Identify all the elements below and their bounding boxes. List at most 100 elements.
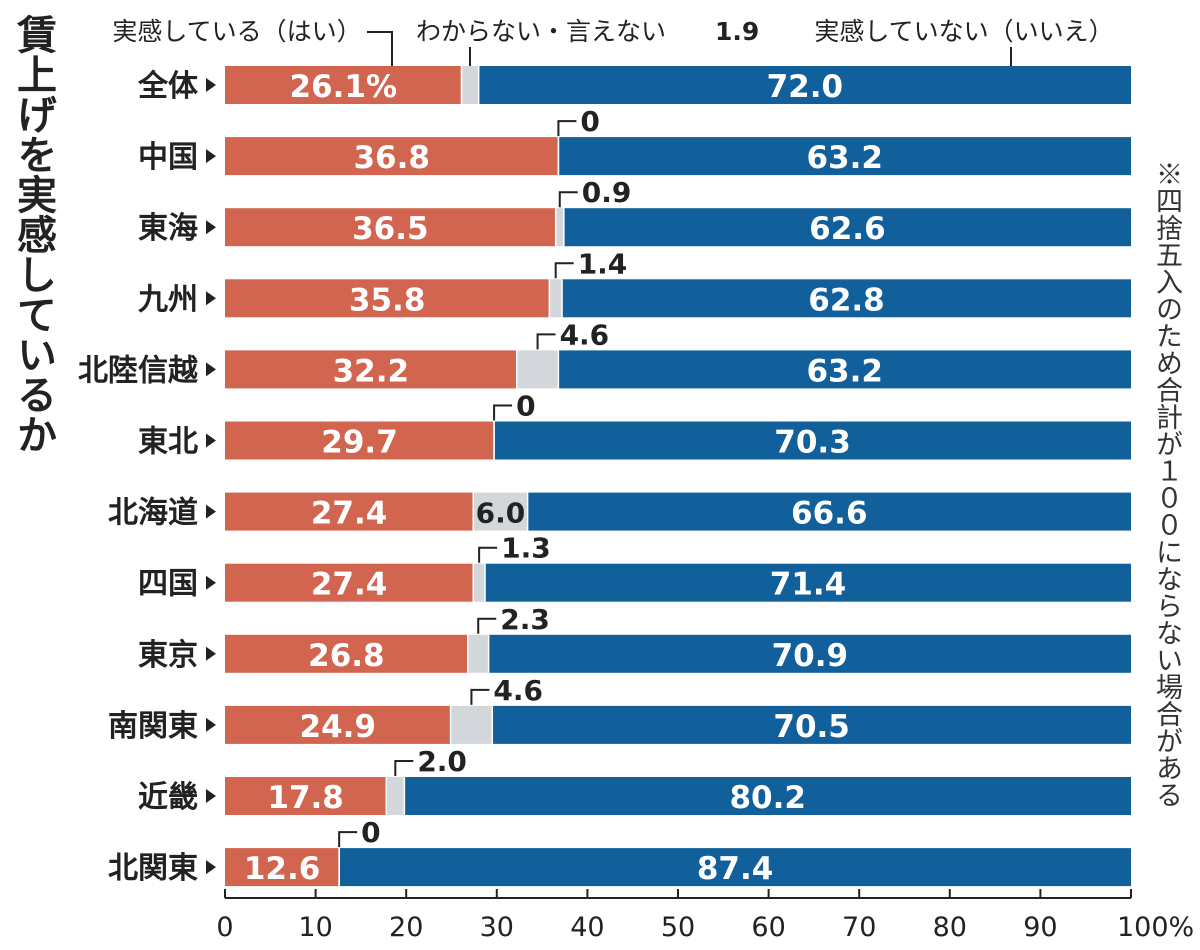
bar-yes — [225, 279, 550, 318]
category-arrow-icon — [206, 149, 216, 164]
legend-label-unsure: わからない・言えない — [416, 17, 666, 46]
category-arrow-icon — [206, 789, 216, 803]
x-tick-label: 10 — [298, 912, 332, 943]
leader-line-unsure — [470, 688, 490, 705]
bar-yes — [225, 137, 559, 176]
leader-line-unsure — [558, 191, 578, 208]
bar-no — [339, 848, 1131, 887]
category-arrow-icon — [206, 717, 216, 732]
category-label: 近畿 — [138, 780, 198, 815]
value-label-yes: 12.6 — [244, 851, 321, 887]
bar-unsure — [473, 563, 486, 602]
bar-yes — [225, 634, 468, 673]
value-label-no: 87.4 — [697, 851, 774, 887]
x-tick-label: 90 — [1023, 912, 1057, 943]
category-label: 北陸信越 — [78, 353, 199, 388]
x-tick-label: 80 — [933, 912, 967, 943]
value-label-no: 63.2 — [806, 140, 883, 176]
leader-line-unsure — [554, 262, 574, 279]
value-label-no: 63.2 — [806, 353, 883, 389]
bar-unsure — [473, 492, 528, 531]
value-label-no: 66.6 — [791, 496, 868, 532]
category-arrow-icon — [206, 78, 216, 92]
bar-unsure — [450, 705, 493, 744]
value-label-yes: 29.7 — [321, 425, 398, 461]
category-label: 全体 — [137, 69, 199, 104]
bar-yes — [225, 848, 340, 887]
x-tick-label: 60 — [751, 912, 785, 943]
value-label-unsure: 6.0 — [476, 497, 526, 530]
bar-no — [478, 66, 1131, 104]
category-arrow-icon — [206, 504, 216, 519]
bar-no — [492, 705, 1131, 744]
category-label: 東海 — [138, 211, 198, 246]
bar-yes — [225, 563, 474, 602]
value-label-unsure: 1.4 — [578, 247, 628, 280]
bar-no — [562, 279, 1131, 318]
bar-yes — [225, 66, 462, 104]
value-label-unsure: 0 — [580, 105, 599, 138]
value-label-yes: 26.8 — [308, 638, 385, 674]
category-arrow-icon — [206, 860, 216, 875]
bar-no — [404, 777, 1131, 815]
x-tick-label: 30 — [480, 912, 514, 943]
value-label-yes: 27.4 — [311, 567, 388, 603]
value-label-yes: 17.8 — [267, 780, 344, 816]
bar-yes — [225, 208, 556, 247]
leader-line-unsure — [536, 333, 556, 350]
x-tick-label: 20 — [389, 912, 423, 943]
value-label-unsure: 0 — [361, 816, 380, 849]
value-label-yes: 26.1% — [289, 69, 397, 105]
bar-yes — [225, 705, 451, 744]
value-label-unsure: 2.3 — [500, 603, 550, 636]
category-arrow-icon — [206, 220, 216, 235]
category-label: 九州 — [138, 282, 198, 317]
category-label: 東京 — [138, 638, 198, 673]
value-label-unsure: 4.6 — [560, 318, 610, 351]
leader-line-unsure — [557, 120, 577, 137]
value-label-yes: 24.9 — [300, 709, 377, 745]
bar-no — [494, 421, 1131, 460]
leader-line-unsure — [394, 760, 414, 776]
bar-yes — [225, 350, 517, 389]
leader-line-unsure — [338, 831, 358, 848]
value-label-yes: 27.4 — [311, 496, 388, 532]
bar-no — [563, 208, 1131, 247]
legend-label-no: 実感していない（いいえ） — [814, 17, 1113, 46]
x-tick-label: 50 — [661, 912, 695, 943]
bar-no — [558, 350, 1131, 389]
value-label-yes: 36.5 — [352, 211, 429, 247]
value-label-unsure: 0 — [516, 390, 535, 423]
category-label: 北関東 — [108, 851, 198, 886]
value-label-no: 70.3 — [774, 425, 851, 461]
value-label-unsure: 4.6 — [493, 674, 543, 707]
bar-yes — [225, 492, 474, 531]
bar-unsure — [555, 208, 564, 247]
value-label-no: 70.5 — [773, 709, 850, 745]
leader-line-unsure — [493, 404, 513, 421]
value-label-unsure: 0.9 — [582, 176, 632, 209]
chart-title: 賃上げを実感しているか — [10, 14, 56, 454]
value-label-no: 70.9 — [772, 638, 849, 674]
legend-label-unsure-total: 1.9 — [715, 17, 759, 46]
category-arrow-icon — [206, 575, 216, 590]
bar-no — [488, 634, 1131, 673]
value-label-no: 62.6 — [809, 211, 886, 247]
bar-yes — [225, 421, 495, 460]
value-label-yes: 32.2 — [333, 353, 410, 389]
category-label: 北海道 — [108, 496, 198, 531]
category-arrow-icon — [206, 646, 216, 661]
bar-no — [485, 563, 1132, 602]
value-label-no: 80.2 — [729, 780, 806, 816]
value-label-unsure: 1.3 — [501, 532, 551, 565]
value-label-yes: 35.8 — [349, 282, 426, 318]
x-tick-label: 100% — [1117, 912, 1194, 943]
x-tick-label: 0 — [216, 912, 233, 943]
x-tick-label: 40 — [570, 912, 604, 943]
category-arrow-icon — [206, 433, 216, 448]
x-tick-label: 70 — [842, 912, 876, 943]
bar-unsure — [386, 777, 405, 815]
category-label: 四国 — [138, 567, 198, 602]
leader-line-unsure — [477, 617, 497, 634]
